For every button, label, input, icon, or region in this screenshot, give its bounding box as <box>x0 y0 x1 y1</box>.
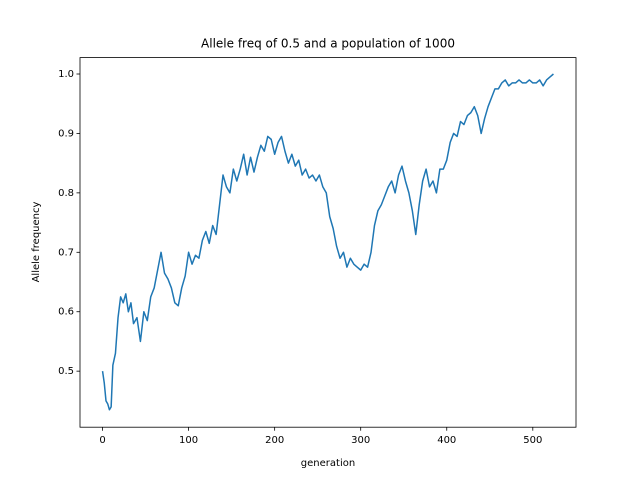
y-tick-label: 0.8 <box>58 188 74 199</box>
x-tick-label: 400 <box>437 435 456 446</box>
x-tick-label: 0 <box>99 435 105 446</box>
x-tick-label: 100 <box>179 435 198 446</box>
y-tick-label: 0.7 <box>58 247 74 258</box>
y-tick-label: 0.6 <box>58 307 74 318</box>
y-axis-label: Allele frequency <box>31 202 42 283</box>
y-tick-label: 0.5 <box>58 366 74 377</box>
y-tick-label: 0.9 <box>58 128 74 139</box>
data-line <box>101 73 554 411</box>
axes-frame <box>79 57 577 428</box>
x-tick-label: 200 <box>265 435 284 446</box>
x-tick-label: 300 <box>351 435 370 446</box>
y-tick-label: 1.0 <box>58 69 74 80</box>
x-axis-label: generation <box>301 458 355 469</box>
chart-title: Allele freq of 0.5 and a population of 1… <box>201 37 455 51</box>
x-tick-label: 500 <box>523 435 542 446</box>
